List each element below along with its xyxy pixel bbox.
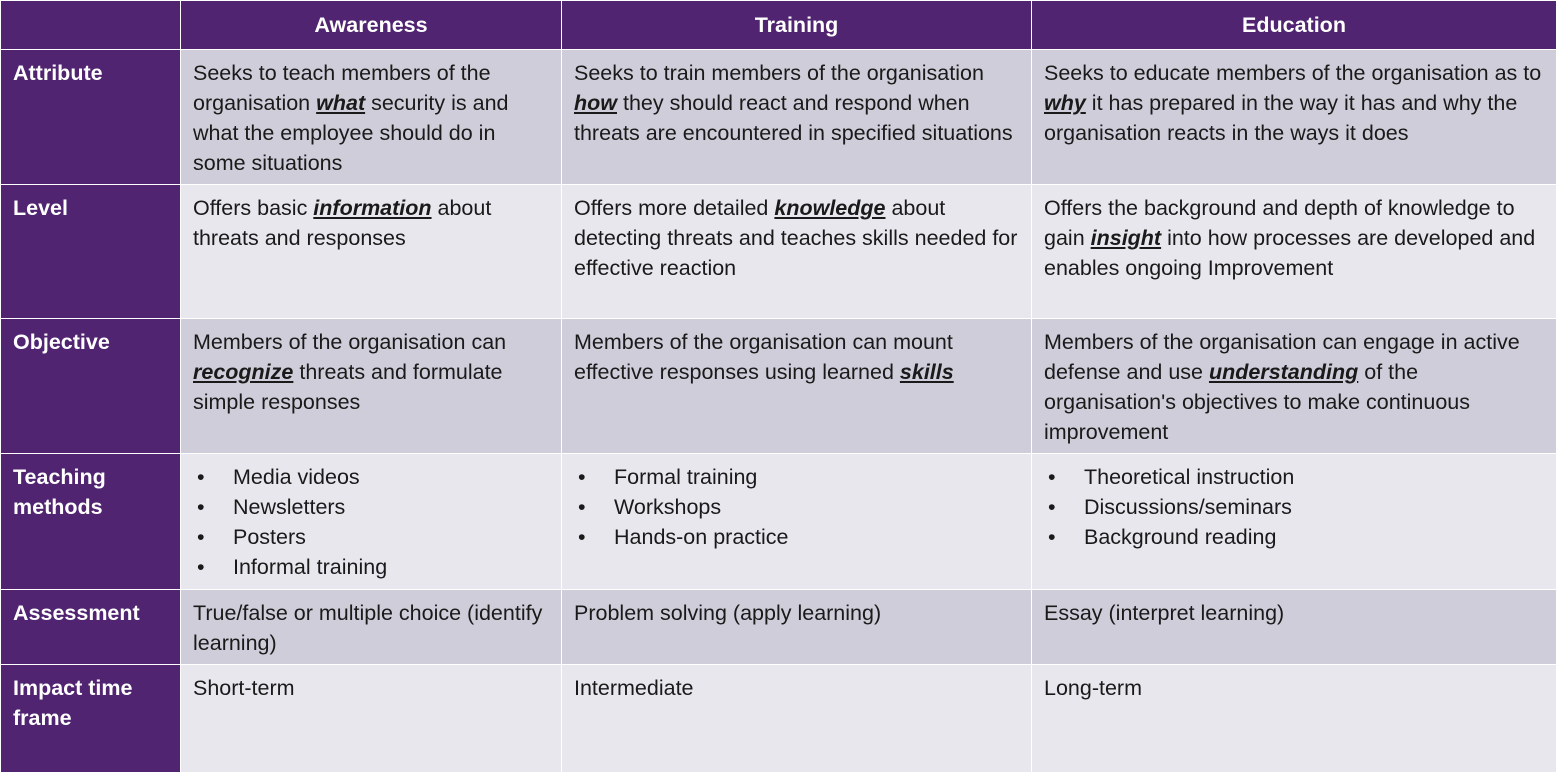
list-item: Formal training: [574, 462, 1021, 492]
cell-teaching-awareness: Media videos Newsletters Posters Informa…: [181, 454, 562, 590]
list-item: Hands-on practice: [574, 522, 1021, 552]
cell-assessment-training: Problem solving (apply learning): [562, 590, 1032, 665]
keyword-skills: skills: [900, 360, 954, 384]
keyword-knowledge: knowledge: [774, 196, 885, 220]
header-awareness: Awareness: [181, 1, 562, 50]
list-item: Informal training: [193, 552, 551, 582]
header-training: Training: [562, 1, 1032, 50]
cell-teaching-education: Theoretical instruction Discussions/semi…: [1032, 454, 1556, 590]
keyword-what: what: [316, 91, 365, 115]
teaching-awareness-list: Media videos Newsletters Posters Informa…: [193, 462, 551, 582]
cell-level-awareness: Offers basic information about threats a…: [181, 185, 562, 319]
cell-attribute-education: Seeks to educate members of the organisa…: [1032, 50, 1556, 185]
row-label-teaching-methods: Teaching methods: [1, 454, 181, 590]
cell-teaching-training: Formal training Workshops Hands-on pract…: [562, 454, 1032, 590]
row-assessment: Assessment True/false or multiple choice…: [1, 590, 1556, 665]
cell-attribute-training: Seeks to train members of the organisati…: [562, 50, 1032, 185]
row-attribute: Attribute Seeks to teach members of the …: [1, 50, 1556, 185]
row-label-impact-time-frame: Impact time frame: [1, 665, 181, 773]
cell-assessment-education: Essay (interpret learning): [1032, 590, 1556, 665]
teaching-education-list: Theoretical instruction Discussions/semi…: [1044, 462, 1546, 552]
keyword-recognize: recognize: [193, 360, 293, 384]
header-corner: [1, 1, 181, 50]
list-item: Theoretical instruction: [1044, 462, 1546, 492]
keyword-how: how: [574, 91, 617, 115]
cell-attribute-awareness: Seeks to teach members of the organisati…: [181, 50, 562, 185]
header-row: Awareness Training Education: [1, 1, 1556, 50]
row-label-assessment: Assessment: [1, 590, 181, 665]
list-item: Posters: [193, 522, 551, 552]
keyword-information: information: [313, 196, 431, 220]
list-item: Discussions/seminars: [1044, 492, 1546, 522]
cell-assessment-awareness: True/false or multiple choice (identify …: [181, 590, 562, 665]
cell-impact-training: Intermediate: [562, 665, 1032, 773]
cell-impact-education: Long-term: [1032, 665, 1556, 773]
cell-impact-awareness: Short-term: [181, 665, 562, 773]
list-item: Newsletters: [193, 492, 551, 522]
row-label-objective: Objective: [1, 319, 181, 454]
cell-objective-training: Members of the organisation can mount ef…: [562, 319, 1032, 454]
cell-objective-education: Members of the organisation can engage i…: [1032, 319, 1556, 454]
keyword-insight: insight: [1091, 226, 1161, 250]
row-objective: Objective Members of the organisation ca…: [1, 319, 1556, 454]
cell-objective-awareness: Members of the organisation can recogniz…: [181, 319, 562, 454]
row-teaching-methods: Teaching methods Media videos Newsletter…: [1, 454, 1556, 590]
row-label-level: Level: [1, 185, 181, 319]
cell-level-education: Offers the background and depth of knowl…: [1032, 185, 1556, 319]
keyword-understanding: understanding: [1209, 360, 1358, 384]
row-label-attribute: Attribute: [1, 50, 181, 185]
list-item: Background reading: [1044, 522, 1546, 552]
list-item: Workshops: [574, 492, 1021, 522]
teaching-training-list: Formal training Workshops Hands-on pract…: [574, 462, 1021, 552]
list-item: Media videos: [193, 462, 551, 492]
header-education: Education: [1032, 1, 1556, 50]
cell-level-training: Offers more detailed knowledge about det…: [562, 185, 1032, 319]
keyword-why: why: [1044, 91, 1086, 115]
row-impact-time-frame: Impact time frame Short-term Intermediat…: [1, 665, 1556, 773]
row-level: Level Offers basic information about thr…: [1, 185, 1556, 319]
